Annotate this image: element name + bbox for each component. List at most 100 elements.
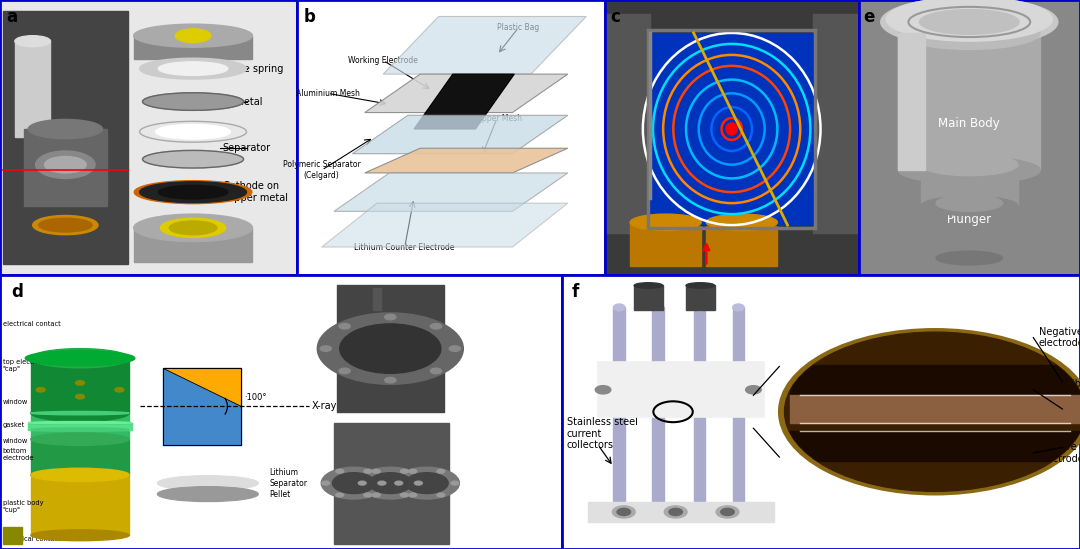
Circle shape bbox=[430, 368, 442, 374]
Bar bbox=[598, 362, 764, 417]
Text: Copper Mesh: Copper Mesh bbox=[472, 114, 522, 122]
Circle shape bbox=[780, 329, 1080, 494]
Circle shape bbox=[409, 469, 417, 473]
Circle shape bbox=[395, 481, 403, 485]
Text: window: window bbox=[3, 399, 28, 405]
Circle shape bbox=[340, 324, 441, 373]
Text: electrical contact: electrical contact bbox=[3, 536, 60, 542]
Ellipse shape bbox=[732, 304, 744, 311]
Circle shape bbox=[669, 508, 683, 516]
Circle shape bbox=[336, 469, 343, 473]
Ellipse shape bbox=[31, 428, 130, 432]
Polygon shape bbox=[322, 203, 568, 247]
Ellipse shape bbox=[139, 58, 246, 79]
Circle shape bbox=[401, 469, 408, 473]
Text: Main Body: Main Body bbox=[939, 117, 1000, 130]
Ellipse shape bbox=[158, 464, 258, 480]
Ellipse shape bbox=[919, 10, 1020, 34]
Ellipse shape bbox=[899, 16, 1040, 49]
Bar bbox=[24, 129, 107, 206]
Ellipse shape bbox=[693, 304, 705, 311]
Ellipse shape bbox=[28, 422, 132, 424]
Text: b: b bbox=[303, 8, 315, 26]
Bar bbox=[631, 222, 701, 266]
Text: a: a bbox=[6, 8, 17, 26]
Ellipse shape bbox=[156, 125, 230, 139]
Circle shape bbox=[364, 493, 372, 497]
Circle shape bbox=[378, 481, 386, 485]
Bar bbox=[134, 36, 253, 59]
Text: Lithium Counter Electrode: Lithium Counter Electrode bbox=[354, 243, 455, 251]
Ellipse shape bbox=[31, 438, 130, 441]
Bar bbox=[28, 423, 132, 429]
Ellipse shape bbox=[880, 0, 1057, 47]
Bar bbox=[31, 475, 130, 535]
Ellipse shape bbox=[652, 304, 664, 311]
Ellipse shape bbox=[159, 62, 228, 75]
Circle shape bbox=[318, 313, 463, 384]
Circle shape bbox=[415, 481, 422, 485]
Bar bbox=[634, 285, 663, 310]
Bar bbox=[789, 365, 1080, 395]
Ellipse shape bbox=[31, 411, 130, 415]
Circle shape bbox=[716, 506, 739, 518]
Ellipse shape bbox=[31, 468, 130, 481]
Text: bottom
electrode: bottom electrode bbox=[3, 448, 35, 461]
Circle shape bbox=[339, 368, 350, 374]
Circle shape bbox=[437, 493, 445, 497]
Bar bbox=[31, 439, 130, 475]
Ellipse shape bbox=[160, 218, 226, 237]
Bar bbox=[920, 165, 1018, 206]
Ellipse shape bbox=[899, 156, 1040, 184]
Ellipse shape bbox=[158, 475, 258, 491]
Circle shape bbox=[320, 346, 332, 351]
Ellipse shape bbox=[936, 195, 1002, 211]
Circle shape bbox=[384, 314, 396, 320]
Circle shape bbox=[321, 467, 387, 499]
Text: Positive
electrode: Positive electrode bbox=[1039, 442, 1080, 464]
Bar bbox=[588, 502, 774, 522]
Text: Screw: Screw bbox=[951, 158, 987, 171]
Circle shape bbox=[745, 385, 761, 394]
Text: plastic body
"cup": plastic body "cup" bbox=[3, 500, 43, 513]
Ellipse shape bbox=[159, 186, 228, 199]
Ellipse shape bbox=[39, 219, 92, 232]
Bar bbox=[686, 285, 715, 310]
Ellipse shape bbox=[32, 216, 98, 235]
Ellipse shape bbox=[139, 182, 246, 203]
Circle shape bbox=[373, 493, 380, 497]
Bar bbox=[337, 285, 444, 412]
Circle shape bbox=[720, 508, 734, 516]
Circle shape bbox=[664, 506, 687, 518]
Text: Aluminium Mesh: Aluminium Mesh bbox=[296, 89, 360, 98]
Circle shape bbox=[357, 467, 423, 499]
Bar bbox=[31, 429, 130, 439]
Bar bbox=[163, 368, 242, 445]
Ellipse shape bbox=[31, 421, 130, 424]
Ellipse shape bbox=[158, 486, 258, 502]
Ellipse shape bbox=[175, 29, 211, 43]
Text: Cathode on
copper metal: Cathode on copper metal bbox=[222, 181, 287, 203]
Text: gasket: gasket bbox=[3, 423, 25, 428]
Circle shape bbox=[76, 381, 84, 385]
Circle shape bbox=[364, 469, 372, 473]
Circle shape bbox=[369, 473, 411, 494]
Bar bbox=[652, 307, 664, 516]
Polygon shape bbox=[365, 148, 568, 173]
Ellipse shape bbox=[31, 433, 130, 445]
Circle shape bbox=[612, 506, 635, 518]
Circle shape bbox=[359, 481, 366, 485]
Bar bbox=[813, 14, 859, 233]
Bar bbox=[899, 33, 1040, 170]
Ellipse shape bbox=[920, 196, 1018, 216]
Text: Be: Be bbox=[961, 26, 977, 40]
Polygon shape bbox=[383, 16, 586, 74]
Ellipse shape bbox=[920, 154, 1018, 176]
Circle shape bbox=[617, 508, 631, 516]
Ellipse shape bbox=[134, 181, 252, 204]
Ellipse shape bbox=[887, 0, 1052, 41]
Ellipse shape bbox=[44, 156, 86, 173]
Text: Li metal: Li metal bbox=[222, 97, 262, 107]
Ellipse shape bbox=[134, 24, 253, 47]
Bar bbox=[732, 307, 744, 516]
